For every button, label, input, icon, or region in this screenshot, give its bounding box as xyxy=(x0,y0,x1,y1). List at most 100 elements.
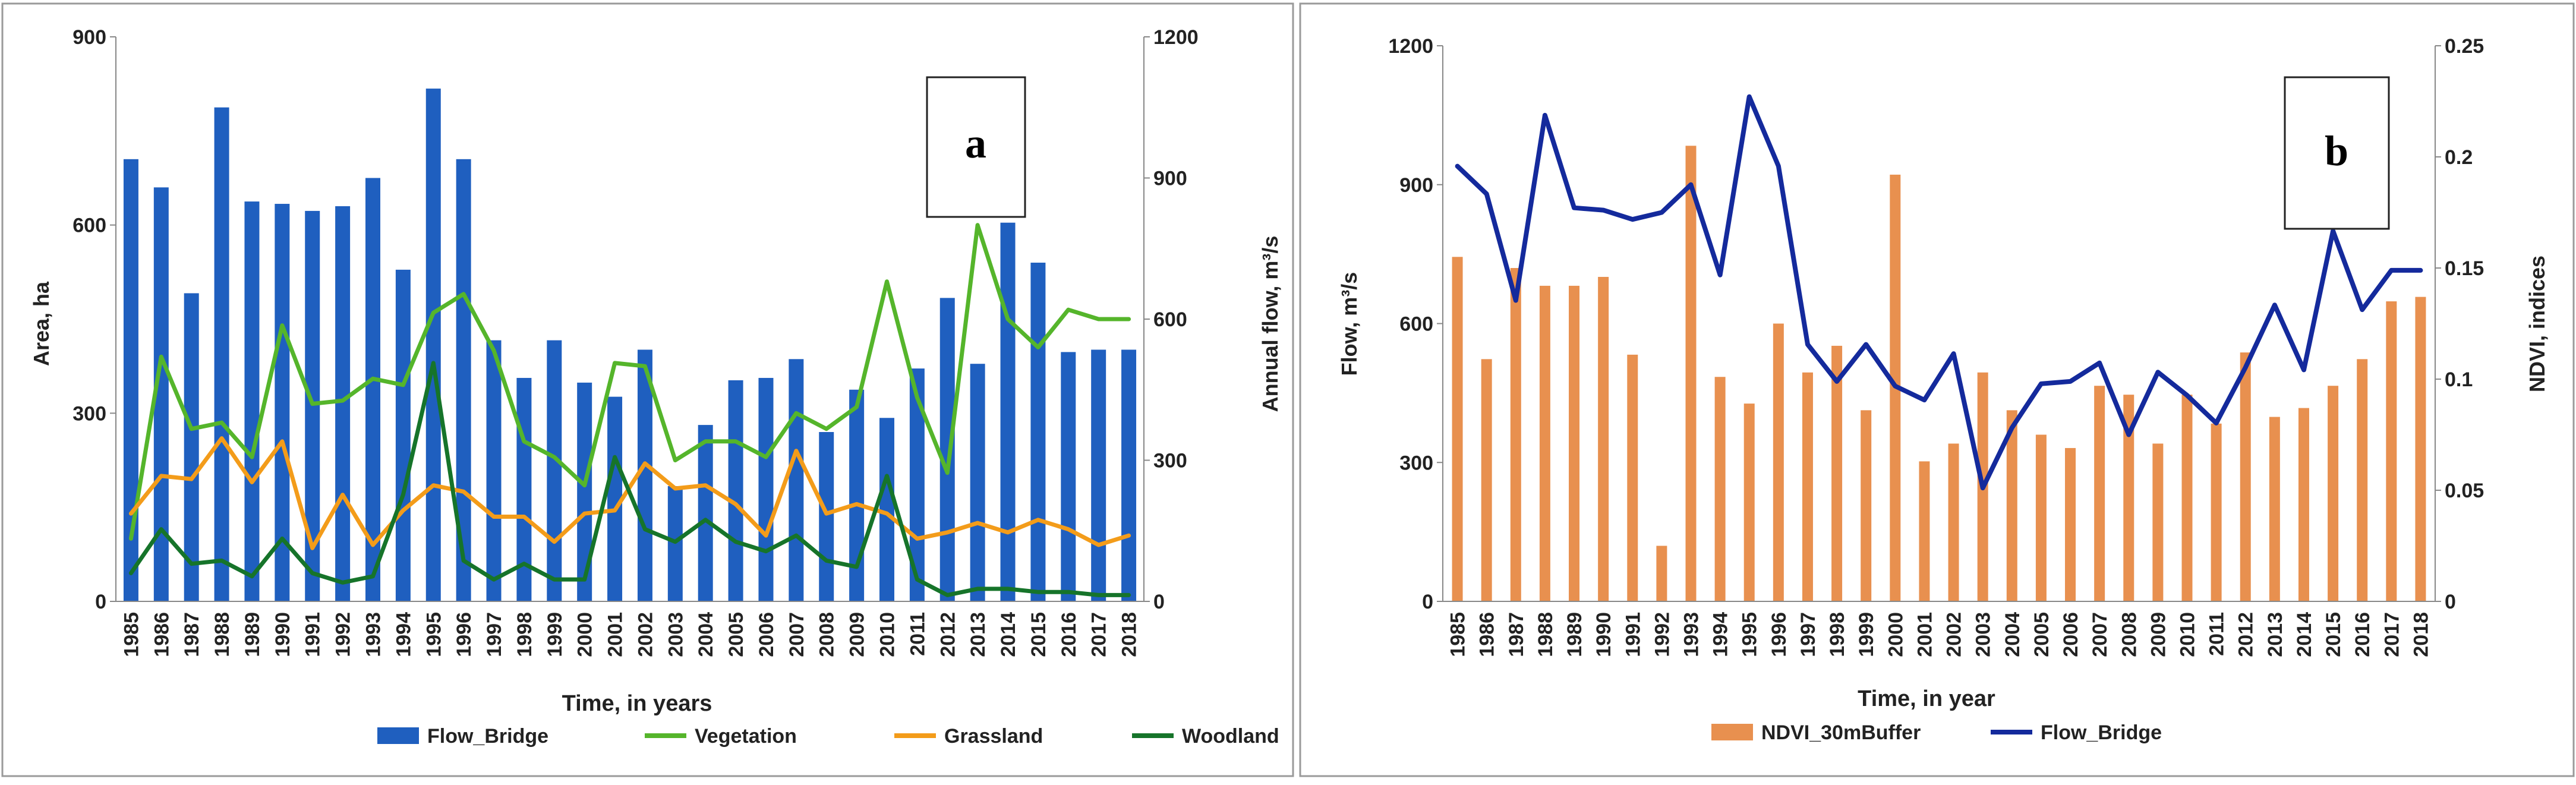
left-tick-label: 300 xyxy=(1399,452,1433,474)
bar-flow_bridge-2016 xyxy=(1061,352,1076,601)
bar-ndvi_30mbuffer-2005 xyxy=(2035,434,2047,601)
bar-ndvi_30mbuffer-2007 xyxy=(2094,386,2105,601)
bar-flow_bridge-1997 xyxy=(486,340,502,601)
bar-flow_bridge-2007 xyxy=(789,359,804,601)
bar-flow_bridge-2005 xyxy=(728,380,743,601)
bar-ndvi_30mbuffer-2015 xyxy=(2328,386,2339,601)
bar-flow_bridge-1994 xyxy=(395,269,411,601)
bar-flow_bridge-2010 xyxy=(879,418,894,601)
chart-b-panel-label-box xyxy=(2284,76,2390,230)
x-tick-label: 2003 xyxy=(1972,612,1995,657)
right-tick-label: 0 xyxy=(2445,591,2456,613)
x-tick-label: 1994 xyxy=(392,612,415,657)
bar-ndvi_30mbuffer-2008 xyxy=(2123,395,2134,601)
x-tick-label: 1991 xyxy=(302,612,324,657)
chart-a-ylabel-left: Area, ha xyxy=(29,281,53,366)
bar-ndvi_30mbuffer-1985 xyxy=(1452,257,1463,601)
x-tick-label: 2018 xyxy=(2410,612,2432,657)
bar-ndvi_30mbuffer-2017 xyxy=(2386,301,2397,601)
right-tick-label: 600 xyxy=(1153,308,1187,331)
chart-b-panel-label: b xyxy=(2325,127,2348,175)
x-tick-label: 1989 xyxy=(241,612,264,657)
x-tick-label: 2012 xyxy=(2235,612,2257,657)
series-line-flow_bridge xyxy=(1455,94,2423,491)
x-tick-label: 2003 xyxy=(664,612,687,657)
bar-flow_bridge-1989 xyxy=(244,201,260,601)
x-tick-label: 2001 xyxy=(604,612,627,657)
chart-a-xlabel: Time, in years xyxy=(562,691,712,716)
legend-label-vegetation: Vegetation xyxy=(695,725,797,748)
bar-flow_bridge-2009 xyxy=(849,389,865,601)
bar-ndvi_30mbuffer-1992 xyxy=(1656,546,1667,601)
left-tick-label: 1200 xyxy=(1388,35,1433,58)
right-tick-label: 0.2 xyxy=(2445,146,2473,169)
chart-a-ylabel-right: Annual flow, m³/s xyxy=(1258,236,1282,412)
x-tick-label: 1987 xyxy=(1505,612,1528,657)
bar-ndvi_30mbuffer-2010 xyxy=(2181,395,2193,601)
bar-ndvi_30mbuffer-2009 xyxy=(2152,443,2164,601)
bar-ndvi_30mbuffer-1993 xyxy=(1685,146,1697,602)
bar-flow_bridge-2004 xyxy=(698,425,713,601)
legend-label-flow_bridge: Flow_Bridge xyxy=(2041,721,2162,744)
bar-ndvi_30mbuffer-1997 xyxy=(1802,372,1813,601)
series-line-woodland xyxy=(128,361,1131,597)
x-tick-label: 1985 xyxy=(120,612,143,657)
legend-label-woodland: Woodland xyxy=(1182,725,1279,748)
legend-label-flow_bridge: Flow_Bridge xyxy=(427,725,548,748)
x-tick-label: 1999 xyxy=(544,612,566,657)
bar-ndvi_30mbuffer-2013 xyxy=(2269,417,2280,601)
bar-ndvi_30mbuffer-1988 xyxy=(1539,285,1550,601)
legend-swatch-ndvi_30mbuffer xyxy=(1711,724,1753,740)
x-tick-label: 2002 xyxy=(1943,612,1966,657)
x-tick-label: 2015 xyxy=(1027,612,1050,657)
right-tick-label: 1200 xyxy=(1153,26,1199,49)
right-tick-label: 900 xyxy=(1153,168,1187,190)
bar-flow_bridge-2015 xyxy=(1030,263,1046,601)
x-tick-label: 1997 xyxy=(1797,612,1820,657)
x-tick-label: 2001 xyxy=(1913,612,1936,657)
x-tick-label: 1985 xyxy=(1447,612,1470,657)
chart-a-panel-label-box xyxy=(926,76,1026,218)
bar-ndvi_30mbuffer-1999 xyxy=(1861,410,1872,601)
x-tick-label: 1994 xyxy=(1710,612,1732,657)
bar-ndvi_30mbuffer-1995 xyxy=(1743,403,1755,601)
x-tick-label: 1992 xyxy=(332,612,355,657)
chart-b: 0 300 600 900 1200 0 0.05 0.1 0.15 0.2 0.25 1985 198… xyxy=(1388,35,2484,744)
bar-flow_bridge-1990 xyxy=(275,204,290,602)
bar-flow_bridge-1987 xyxy=(184,293,199,601)
x-tick-label: 2004 xyxy=(695,612,717,657)
legend-label-ndvi_30mbuffer: NDVI_30mBuffer xyxy=(1761,721,1921,744)
x-tick-label: 1998 xyxy=(1826,612,1849,657)
bar-ndvi_30mbuffer-1994 xyxy=(1714,377,1726,601)
x-tick-label: 2012 xyxy=(937,612,959,657)
x-tick-label: 2016 xyxy=(2351,612,2374,657)
x-tick-label: 2014 xyxy=(997,612,1020,657)
x-tick-label: 2000 xyxy=(574,612,597,657)
x-tick-label: 2018 xyxy=(1118,612,1141,657)
left-tick-label: 0 xyxy=(1422,591,1433,613)
bar-ndvi_30mbuffer-1987 xyxy=(1510,268,1521,601)
bar-ndvi_30mbuffer-1990 xyxy=(1598,276,1609,602)
bar-ndvi_30mbuffer-2012 xyxy=(2240,352,2251,601)
chart-a: 0 300 600 900 0 300 600 900 1200 1985 1986 1987 1988… xyxy=(72,26,1279,748)
x-tick-label: 2017 xyxy=(1088,612,1111,657)
bar-ndvi_30mbuffer-2011 xyxy=(2211,423,2222,601)
x-tick-label: 1986 xyxy=(1476,612,1499,657)
left-tick-label: 300 xyxy=(72,402,106,425)
x-tick-label: 1990 xyxy=(1593,612,1615,657)
x-tick-label: 2010 xyxy=(2177,612,2199,657)
x-tick-label: 2008 xyxy=(816,612,838,657)
x-tick-label: 2017 xyxy=(2380,612,2403,657)
x-tick-label: 2007 xyxy=(2089,612,2111,657)
bar-flow_bridge-2002 xyxy=(637,349,652,601)
series-line-grassland xyxy=(128,436,1131,550)
series-line-vegetation xyxy=(128,223,1131,541)
x-tick-label: 1992 xyxy=(1651,612,1673,657)
right-tick-label: 300 xyxy=(1153,450,1187,472)
x-tick-label: 1995 xyxy=(1739,612,1761,657)
x-tick-label: 1986 xyxy=(150,612,173,657)
chart-b-xlabel: Time, in year xyxy=(1858,686,1995,711)
bar-flow_bridge-2018 xyxy=(1121,349,1137,601)
legend-label-grassland: Grassland xyxy=(944,725,1043,748)
